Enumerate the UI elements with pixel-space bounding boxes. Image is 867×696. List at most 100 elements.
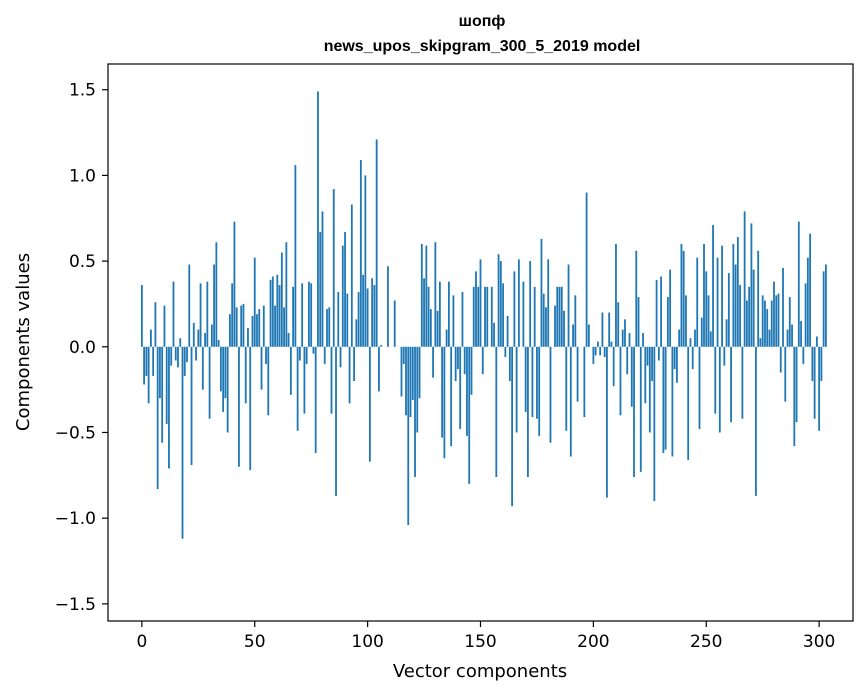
bar bbox=[536, 346, 538, 419]
bar bbox=[466, 346, 468, 436]
bar bbox=[197, 329, 200, 347]
bar bbox=[565, 346, 568, 431]
bar bbox=[495, 346, 498, 478]
bar bbox=[524, 346, 527, 412]
bar bbox=[678, 329, 681, 347]
bar bbox=[436, 310, 439, 347]
bar bbox=[301, 283, 304, 347]
y-axis-ticks: −1.5 −1.0 −0.5 0.0 0.5 1.0 1.5 bbox=[55, 81, 108, 615]
bar bbox=[657, 346, 660, 361]
bar bbox=[583, 346, 586, 418]
bar bbox=[806, 257, 809, 347]
bar bbox=[825, 264, 827, 347]
y-tick-label: −1.5 bbox=[55, 595, 96, 615]
bar bbox=[563, 310, 565, 347]
bar bbox=[204, 333, 206, 347]
bar bbox=[463, 346, 466, 375]
bar bbox=[624, 319, 626, 347]
bar bbox=[596, 341, 599, 347]
bar bbox=[323, 346, 326, 364]
bar bbox=[601, 312, 604, 347]
bar bbox=[256, 314, 258, 347]
bar bbox=[655, 279, 658, 347]
bar bbox=[335, 346, 337, 496]
bar bbox=[682, 250, 685, 347]
bar bbox=[784, 346, 787, 402]
bar bbox=[393, 300, 396, 347]
bar bbox=[231, 283, 234, 347]
bar bbox=[700, 317, 703, 347]
bar bbox=[195, 346, 197, 361]
bar bbox=[427, 286, 430, 347]
bar bbox=[687, 346, 690, 460]
bar bbox=[312, 346, 315, 354]
bar bbox=[608, 312, 611, 347]
bar bbox=[287, 333, 290, 347]
bar bbox=[368, 346, 371, 462]
bar bbox=[533, 286, 536, 347]
bar bbox=[770, 300, 773, 347]
bar bbox=[567, 264, 570, 347]
bar bbox=[630, 346, 633, 407]
bar bbox=[265, 346, 267, 364]
bar bbox=[696, 257, 699, 347]
bar bbox=[490, 286, 493, 347]
bar bbox=[506, 315, 509, 347]
bar bbox=[522, 281, 525, 347]
bar bbox=[576, 346, 579, 402]
bar bbox=[479, 259, 482, 347]
bar bbox=[355, 319, 358, 347]
bar bbox=[493, 322, 495, 347]
bar bbox=[457, 346, 459, 370]
bar bbox=[229, 314, 231, 347]
bar bbox=[707, 295, 710, 347]
bar bbox=[621, 329, 624, 347]
bar bbox=[165, 346, 168, 424]
bar bbox=[308, 281, 310, 347]
bar bbox=[172, 281, 175, 347]
bar bbox=[468, 346, 471, 484]
bar bbox=[745, 300, 748, 347]
bar bbox=[822, 271, 825, 347]
bar bbox=[732, 243, 735, 347]
bar bbox=[599, 346, 602, 356]
bar bbox=[145, 346, 148, 376]
x-tick-label: 200 bbox=[577, 632, 609, 652]
bar bbox=[662, 346, 665, 454]
bar bbox=[168, 346, 170, 469]
bar bbox=[815, 336, 818, 347]
bar bbox=[793, 346, 796, 447]
bar bbox=[285, 242, 288, 347]
chart-title: шопф bbox=[459, 13, 506, 30]
bar bbox=[795, 346, 798, 423]
bar bbox=[278, 285, 281, 347]
bar bbox=[788, 297, 791, 347]
bar bbox=[310, 283, 313, 347]
bar bbox=[411, 346, 414, 400]
y-tick-label: 0.5 bbox=[69, 252, 96, 272]
x-tick-label: 50 bbox=[244, 632, 266, 652]
bar bbox=[515, 346, 518, 433]
bar bbox=[357, 291, 360, 347]
bar bbox=[587, 324, 590, 347]
bar bbox=[407, 346, 410, 526]
bar bbox=[346, 293, 349, 347]
bar bbox=[734, 264, 737, 347]
bar bbox=[484, 286, 486, 347]
bar bbox=[759, 338, 762, 347]
bar bbox=[497, 254, 500, 347]
bar bbox=[768, 329, 771, 347]
bar bbox=[725, 319, 728, 347]
bar bbox=[470, 346, 473, 395]
bar bbox=[219, 346, 222, 392]
bar bbox=[633, 346, 635, 478]
bar bbox=[529, 261, 532, 347]
bar bbox=[511, 346, 514, 507]
bar bbox=[626, 346, 629, 375]
bar bbox=[730, 346, 732, 423]
bar bbox=[574, 295, 577, 347]
x-tick-label: 250 bbox=[690, 632, 722, 652]
bar bbox=[274, 305, 276, 347]
bar bbox=[425, 245, 428, 347]
bar bbox=[761, 295, 764, 347]
